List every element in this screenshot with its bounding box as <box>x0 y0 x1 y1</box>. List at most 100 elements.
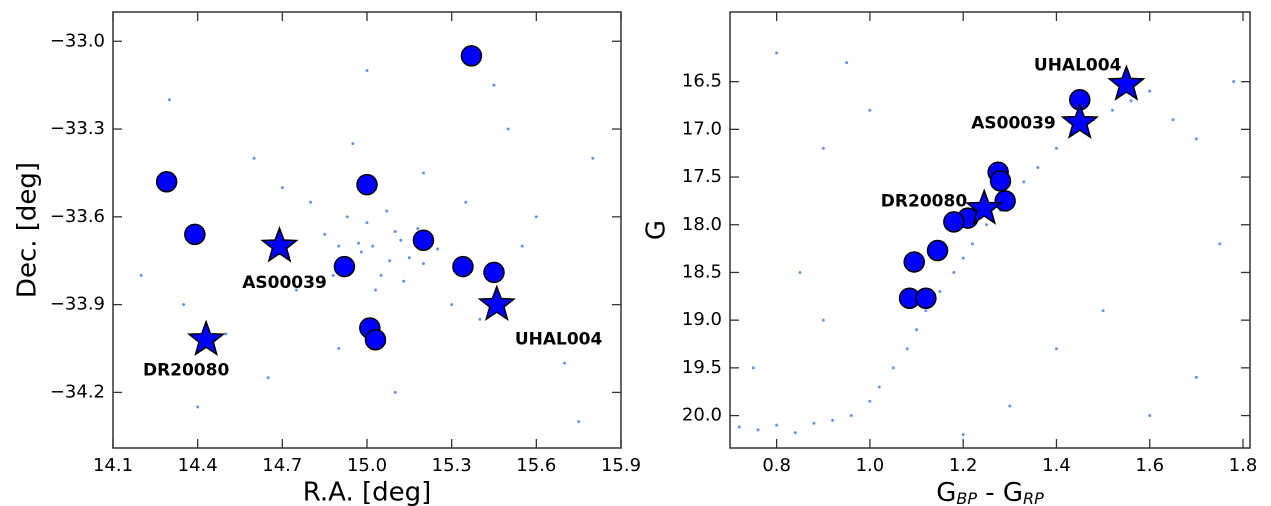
field-star <box>520 244 524 248</box>
special-star <box>260 225 299 263</box>
field-star <box>436 247 440 251</box>
y-tick-label: 18.5 <box>682 261 722 282</box>
field-star <box>294 288 298 292</box>
member-star <box>989 170 1012 192</box>
field-star <box>252 156 256 160</box>
field-star <box>961 256 965 260</box>
field-star <box>821 318 825 322</box>
x-tick-label: 14.4 <box>178 455 218 476</box>
field-star <box>1171 118 1175 122</box>
member-star <box>364 328 387 351</box>
field-star <box>421 171 425 175</box>
field-star <box>756 428 760 432</box>
field-star <box>388 259 392 263</box>
x-axis-label-part: - G <box>977 478 1023 506</box>
member-star <box>356 173 378 196</box>
y-axis-label: Dec. [deg] <box>13 162 43 298</box>
field-star <box>323 232 327 236</box>
x-tick-label: 15.0 <box>347 455 387 476</box>
y-tick-label: −34.2 <box>50 381 105 402</box>
field-star <box>868 399 872 403</box>
field-star <box>182 303 186 307</box>
field-star <box>577 420 581 424</box>
field-star <box>924 309 928 313</box>
star-label: UHAL004 <box>1034 56 1122 76</box>
field-star <box>365 69 369 73</box>
field-star <box>793 431 797 435</box>
field-star <box>868 108 872 112</box>
field-star <box>351 142 355 146</box>
x-tick-label: 15.9 <box>601 455 641 476</box>
y-tick-label: −33.3 <box>50 118 105 139</box>
field-star <box>952 270 956 274</box>
x-tick-label: 15.3 <box>432 455 472 476</box>
field-star <box>359 250 363 254</box>
x-axis-label-part: RP <box>1023 489 1044 506</box>
special-star <box>186 319 226 357</box>
field-star <box>877 385 881 389</box>
member-star <box>926 239 949 262</box>
field-star <box>399 238 403 242</box>
field-star <box>971 242 975 246</box>
field-star <box>1022 180 1026 184</box>
field-star <box>534 215 538 219</box>
member-star <box>915 287 937 309</box>
field-star <box>1148 414 1152 418</box>
field-star <box>737 425 741 429</box>
field-star <box>751 366 755 370</box>
field-star <box>337 244 341 248</box>
field-star <box>812 421 816 425</box>
field-star <box>371 244 375 248</box>
field-star <box>1148 89 1152 93</box>
plot-area <box>737 51 1236 437</box>
field-star <box>331 273 335 277</box>
member-star <box>452 255 474 278</box>
field-star <box>309 200 313 204</box>
y-tick-label: 16.5 <box>682 71 722 92</box>
field-star <box>402 279 406 283</box>
field-star <box>224 332 228 336</box>
x-axis-label-part: BP <box>956 489 977 506</box>
member-star <box>483 261 505 284</box>
star-label: DR20080 <box>881 192 968 212</box>
field-star <box>961 433 965 437</box>
field-star <box>849 414 853 418</box>
field-star <box>478 317 482 321</box>
field-star <box>985 223 989 227</box>
field-star <box>337 347 341 351</box>
field-star <box>379 273 383 277</box>
member-star <box>903 251 925 273</box>
y-tick-label: −33.0 <box>50 30 105 51</box>
axes-frame <box>729 11 1251 449</box>
y-tick-label: −33.6 <box>50 206 105 227</box>
field-star <box>591 156 595 160</box>
field-star <box>357 241 361 245</box>
field-star <box>196 405 200 409</box>
field-star <box>798 270 802 274</box>
field-star <box>831 418 835 422</box>
field-star <box>365 221 369 225</box>
x-tick-label: 14.1 <box>93 455 133 476</box>
field-star <box>1194 375 1198 379</box>
field-star <box>891 366 895 370</box>
special-star <box>965 188 1004 225</box>
field-star <box>821 146 825 150</box>
x-axis-label: GBP - GRP <box>936 478 1044 506</box>
member-star <box>184 223 206 246</box>
star-label: AS00039 <box>242 273 327 293</box>
y-axis-label: G <box>642 220 672 240</box>
field-star <box>1054 146 1058 150</box>
field-star <box>1110 108 1114 112</box>
special-star <box>1060 102 1099 139</box>
x-tick-label: 14.7 <box>262 455 302 476</box>
star-label: AS00039 <box>971 114 1056 134</box>
x-tick-label: 1.4 <box>1042 455 1071 476</box>
field-star <box>450 303 454 307</box>
field-star <box>385 209 389 213</box>
field-star <box>775 423 779 427</box>
member-star <box>943 211 965 233</box>
x-tick-label: 1.8 <box>1229 455 1258 476</box>
field-star <box>393 390 397 394</box>
y-tick-label: −33.9 <box>50 294 105 315</box>
